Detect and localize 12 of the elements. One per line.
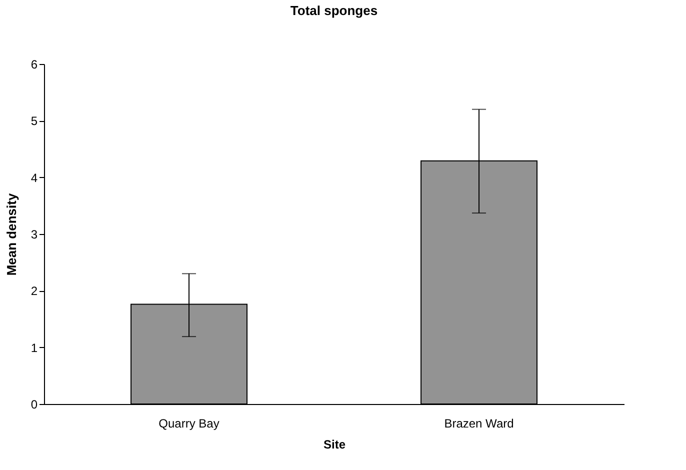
y-tick-label: 4 <box>30 170 38 185</box>
x-axis-title: Site <box>323 438 346 452</box>
y-axis-title: Mean density <box>4 192 19 276</box>
y-tick-label: 0 <box>30 398 38 412</box>
y-tick-label: 1 <box>30 340 38 355</box>
x-tick-label: Quarry Bay <box>158 416 220 430</box>
chart-title: Total sponges <box>290 3 378 18</box>
y-tick-label: 3 <box>30 228 38 242</box>
y-tick-label: 5 <box>30 114 38 128</box>
y-tick-label: 2 <box>30 284 38 298</box>
y-tick-label: 6 <box>30 58 38 72</box>
x-tick-label: Brazen Ward <box>444 416 514 430</box>
